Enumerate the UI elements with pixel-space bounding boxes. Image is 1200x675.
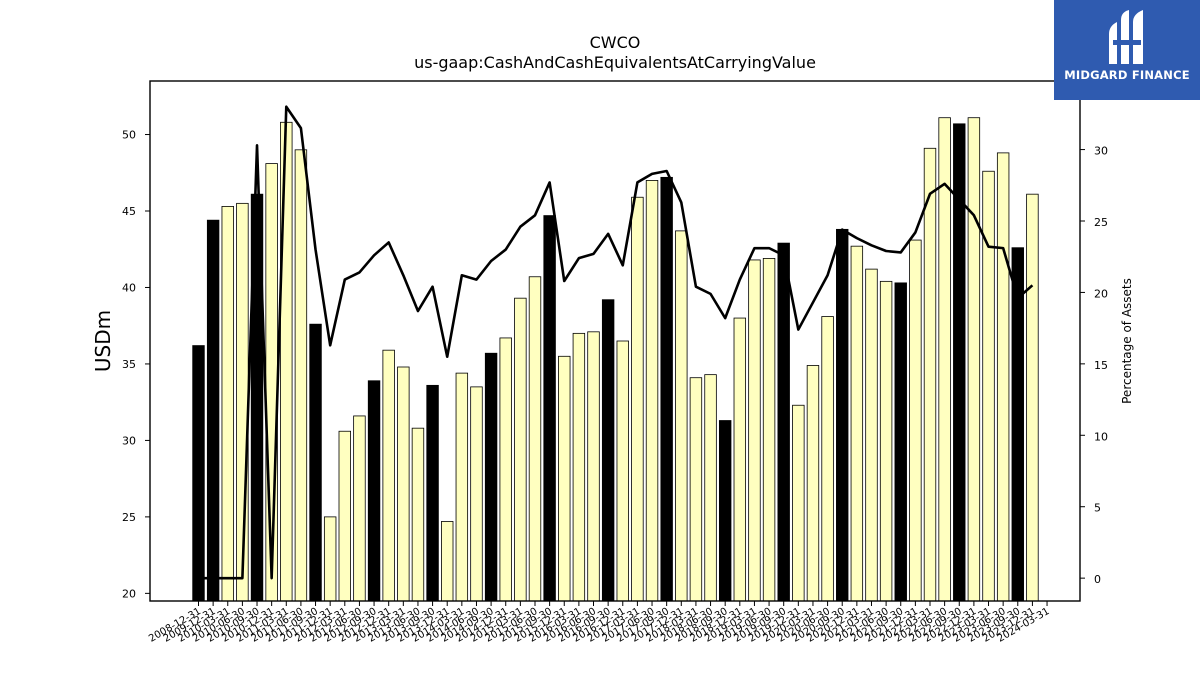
y-axis-right: 0 5 10 15 20 25 30 <box>1080 145 1108 586</box>
y-tick-label: 30 <box>122 434 136 447</box>
plot-frame <box>149 80 1081 602</box>
bar <box>426 384 439 602</box>
y-tick-label: 25 <box>122 511 136 524</box>
bar <box>221 206 234 602</box>
bar <box>660 176 673 602</box>
bar <box>762 258 776 602</box>
y-tick-label: 40 <box>122 281 136 294</box>
y2-tick-label: 30 <box>1094 145 1108 158</box>
bar <box>821 316 834 602</box>
bar <box>806 365 820 602</box>
brand-logo: MIDGARD FINANCE <box>1054 0 1200 100</box>
bar <box>294 149 308 602</box>
bar <box>1011 247 1024 602</box>
bar <box>909 239 922 602</box>
bar <box>484 352 498 602</box>
bar <box>879 280 893 602</box>
y-axis-label: USDm <box>91 310 115 372</box>
bar <box>367 380 381 602</box>
bar <box>455 372 469 602</box>
bar <box>704 374 717 602</box>
bar <box>1026 193 1039 602</box>
y-tick-label: 50 <box>122 129 136 142</box>
bar <box>967 117 981 602</box>
bar <box>338 430 352 602</box>
bar <box>192 345 205 602</box>
bars-layer <box>192 117 1039 602</box>
bar <box>850 245 864 602</box>
bar <box>836 228 849 602</box>
y2-tick-label: 10 <box>1094 430 1108 443</box>
bar <box>894 282 907 602</box>
y2-tick-label: 15 <box>1094 359 1108 372</box>
bar <box>587 331 600 602</box>
bar <box>470 386 483 602</box>
bar <box>938 117 951 602</box>
bar <box>323 516 337 602</box>
bar <box>280 121 293 602</box>
bar <box>748 259 761 602</box>
bar <box>601 299 615 602</box>
bar <box>675 230 688 602</box>
bar <box>777 242 790 602</box>
bar <box>309 323 322 602</box>
y2-axis-label: Percentage of Assets <box>1120 278 1134 404</box>
bar <box>733 317 747 602</box>
bar <box>382 349 395 602</box>
y-tick-label: 20 <box>122 587 136 600</box>
bar <box>206 219 220 602</box>
bar <box>528 276 542 602</box>
bar <box>441 521 454 602</box>
bar <box>265 163 278 602</box>
bar <box>514 297 527 602</box>
bar <box>558 355 571 602</box>
bar <box>923 147 937 602</box>
line-layer <box>198 105 1034 580</box>
y2-tick-label: 25 <box>1094 216 1108 229</box>
bar <box>996 152 1010 602</box>
percentage-line <box>198 105 1034 580</box>
y2-tick-label: 5 <box>1094 502 1101 515</box>
bar <box>689 377 703 602</box>
logo-mark-icon <box>1109 10 1143 64</box>
bar <box>353 415 366 602</box>
bar <box>792 404 805 602</box>
y-tick-label: 35 <box>122 358 136 371</box>
bar <box>499 337 512 602</box>
x-axis: 2008-12-312009-12-312010-03-312010-06-30… <box>147 601 1052 645</box>
bar <box>616 340 629 602</box>
bar <box>411 427 425 602</box>
chart-title: CWCO <box>590 33 641 52</box>
bar <box>543 215 556 602</box>
bar <box>631 196 644 602</box>
y-axis-left: 20 25 30 35 40 45 50 <box>122 129 150 600</box>
y2-tick-label: 20 <box>1094 287 1108 300</box>
y-tick-label: 45 <box>122 205 136 218</box>
chart-subtitle: us-gaap:CashAndCashEquivalentsAtCarrying… <box>414 53 816 72</box>
logo-text: MIDGARD FINANCE <box>1064 68 1190 82</box>
bar <box>397 366 410 602</box>
bar <box>572 332 586 602</box>
y2-tick-label: 0 <box>1094 573 1101 586</box>
bar <box>718 420 732 602</box>
bar <box>645 180 659 602</box>
bar <box>865 268 878 602</box>
